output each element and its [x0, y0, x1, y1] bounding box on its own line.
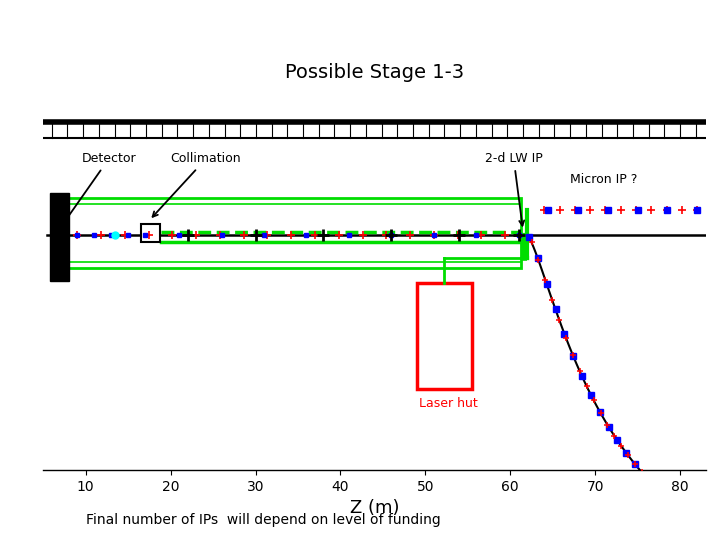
Text: Laser hut: Laser hut	[418, 397, 477, 410]
Text: Micron IP ?: Micron IP ?	[570, 172, 637, 186]
X-axis label: Z (m): Z (m)	[350, 499, 399, 517]
Bar	[417, 284, 472, 389]
Text: 2-d LW IP: 2-d LW IP	[485, 152, 543, 226]
Text: Final number of IPs  will depend on level of funding: Final number of IPs will depend on level…	[86, 513, 441, 527]
Text: Detector: Detector	[61, 152, 136, 226]
Bar	[50, 193, 68, 281]
Bar	[58, 198, 521, 268]
Bar	[141, 224, 160, 242]
Text: Collimation: Collimation	[153, 152, 241, 217]
Title: Possible Stage 1-3: Possible Stage 1-3	[285, 63, 464, 82]
